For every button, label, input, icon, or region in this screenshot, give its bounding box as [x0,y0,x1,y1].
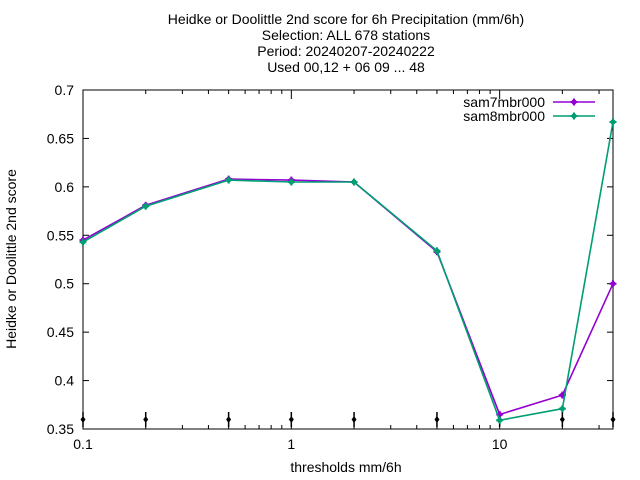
point-dot [610,119,616,125]
data-point-sam8mbr000 [496,416,504,424]
title-line-4: Used 00,12 + 06 09 ... 48 [267,59,425,75]
legend-marker-sam7mbr000 [570,98,578,106]
y-tick-label: 0.65 [47,130,74,146]
point-dot [351,179,357,185]
data-point-sam8mbr000 [609,118,617,126]
y-tick-label: 0.35 [47,421,74,437]
threshold-marker-diamond [143,416,149,423]
data-point-sam8mbr000 [225,176,233,184]
point-dot [288,179,294,185]
x-axis-label: thresholds mm/6h [290,459,401,475]
y-tick-label: 0.5 [55,276,75,292]
point-dot [434,248,440,254]
threshold-marker-diamond [351,416,357,423]
y-tick-label: 0.45 [47,324,74,340]
title-line-3: Period: 20240207-20240222 [257,43,435,59]
threshold-marker-diamond [559,416,565,423]
series-line-sam7mbr000 [82,178,614,416]
y-tick-label: 0.6 [55,179,75,195]
title-line-2: Selection: ALL 678 stations [262,27,430,43]
data-point-sam8mbr000 [142,202,150,210]
point-dot [226,177,232,183]
y-tick-label: 0.55 [47,227,74,243]
legend: sam7mbr000 sam8mbr000 [463,94,595,124]
chart-title: Heidke or Doolittle 2nd score for 6h Pre… [168,11,524,75]
threshold-marker-diamond [288,416,294,423]
y-axis: 0.35 0.4 0.45 0.5 0.55 0.6 0.65 0.7 [47,82,613,437]
threshold-marker-diamond [434,416,440,423]
data-point-sam8mbr000 [350,178,358,186]
y-axis-label: Heidke or Doolittle 2nd score [3,169,19,349]
point-dot [571,99,577,105]
legend-label-sam8mbr000: sam8mbr000 [463,108,545,124]
y-tick-label: 0.4 [55,373,75,389]
title-line-1: Heidke or Doolittle 2nd score for 6h Pre… [168,11,524,27]
point-dot [610,281,616,287]
threshold-marker-diamond [610,416,616,423]
data-point-sam8mbr000 [433,247,441,255]
legend-label-sam7mbr000: sam7mbr000 [463,94,545,110]
legend-swatches [553,98,595,120]
point-dot [559,406,565,412]
data-point-sam8mbr000 [558,405,566,413]
data-point-sam8mbr000 [287,178,295,186]
plot-frame [82,89,614,430]
threshold-marker-diamond [80,416,86,423]
series-layer [79,118,617,424]
x-tick-label: 0.1 [73,436,93,452]
threshold-marker-diamond [226,416,232,423]
series-line-sam8mbr000 [82,121,614,422]
data-point-sam8mbr000 [79,238,87,246]
x-tick-label: 10 [492,436,508,452]
data-point-sam7mbr000 [609,280,617,288]
point-dot [143,203,149,209]
point-dot [571,113,577,119]
x-axis: 0.1 1 10 [73,90,600,452]
legend-marker-sam8mbr000 [570,112,578,120]
point-dot [80,239,86,245]
point-dot [497,417,503,423]
point-dot [559,392,565,398]
x-tick-label: 1 [287,436,295,452]
y-tick-label: 0.7 [55,82,75,98]
